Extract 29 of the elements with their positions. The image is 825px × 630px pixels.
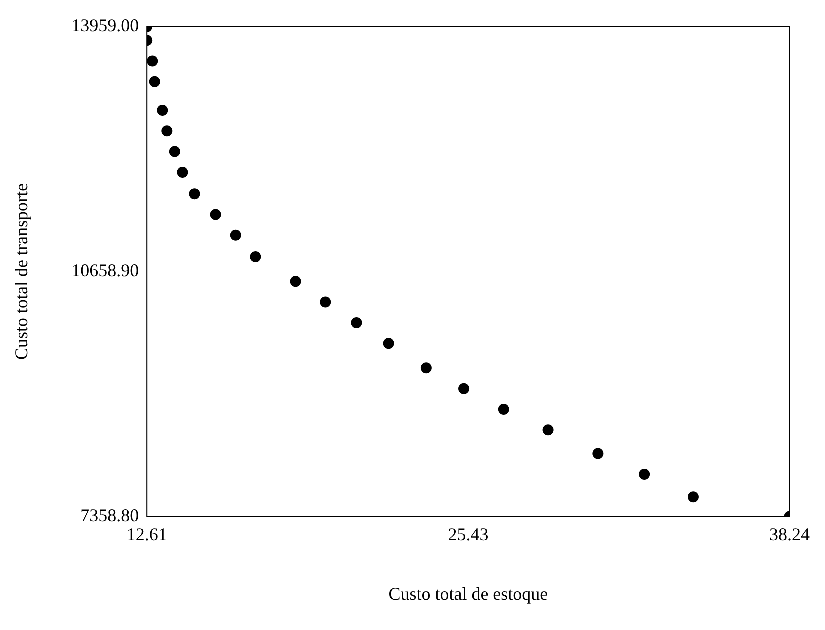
point <box>162 126 173 137</box>
x-tick-label: 25.43 <box>448 524 489 544</box>
point <box>688 492 699 503</box>
x-tick-label: 38.24 <box>770 524 810 544</box>
point <box>542 424 554 436</box>
point <box>230 230 242 241</box>
point <box>458 383 470 394</box>
y-tick-label: 7358.80 <box>80 506 140 526</box>
point <box>351 317 362 328</box>
y-axis-title: Custo total de transporte <box>12 184 32 360</box>
point <box>189 188 200 200</box>
x-tick-label: 12.61 <box>126 524 168 544</box>
point <box>383 338 394 350</box>
point <box>210 209 222 220</box>
y-tick-label: 10658.90 <box>72 260 140 281</box>
point <box>250 252 262 263</box>
point <box>149 76 160 88</box>
y-tick-label: 13959.00 <box>72 16 140 36</box>
x-axis-title: Custo total de estoque <box>388 584 548 604</box>
point <box>157 104 168 116</box>
point <box>592 448 604 460</box>
point <box>498 404 510 416</box>
point <box>169 146 180 158</box>
point <box>290 276 302 288</box>
point <box>320 296 332 308</box>
point <box>177 166 188 178</box>
point <box>639 468 650 480</box>
point <box>147 56 158 67</box>
point <box>420 362 432 374</box>
